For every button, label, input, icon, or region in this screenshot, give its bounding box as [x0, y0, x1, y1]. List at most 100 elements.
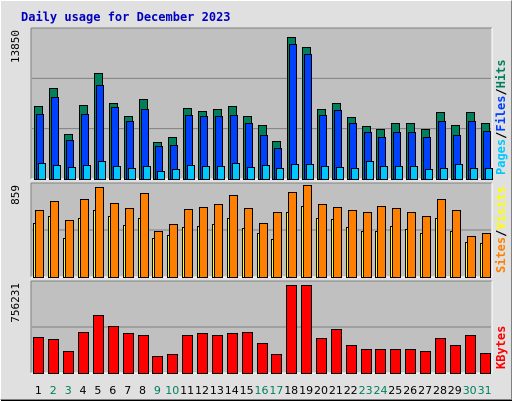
xtick-label: 26	[403, 384, 417, 397]
bar-pages	[395, 166, 403, 180]
bar-sites	[259, 223, 268, 278]
legend-item-visits: Visits	[494, 186, 508, 229]
bar-sites	[348, 210, 357, 278]
bar-files	[304, 54, 312, 180]
bar-sites	[392, 208, 401, 278]
bar-kbytes	[123, 333, 134, 374]
bar-pages	[98, 161, 106, 180]
bar-kbytes	[361, 349, 372, 374]
bar-kbytes	[227, 333, 238, 374]
bar-sites	[467, 236, 476, 278]
bar-sites	[377, 206, 386, 278]
xtick-label: 6	[109, 384, 116, 397]
bar-pages	[470, 168, 478, 180]
bar-pages	[485, 168, 493, 180]
bar-pages	[128, 168, 136, 180]
bar-sites	[407, 212, 416, 278]
xtick-label: 21	[329, 384, 343, 397]
xtick-label: 9	[154, 384, 161, 397]
bar-pages	[157, 171, 165, 180]
bar-sites	[333, 207, 342, 278]
bar-kbytes	[152, 356, 163, 374]
bar-sites	[422, 216, 431, 278]
bar-pages	[291, 164, 299, 180]
bar-pages	[38, 163, 46, 180]
bar-sites	[244, 208, 253, 278]
bar-sites	[50, 201, 59, 278]
bar-files	[289, 44, 297, 180]
bar-kbytes	[197, 333, 208, 374]
xtick-label: 24	[374, 384, 388, 397]
xtick-label: 12	[195, 384, 209, 397]
bar-sites	[154, 231, 163, 278]
xtick-label: 14	[225, 384, 239, 397]
xtick-label: 13	[210, 384, 224, 397]
xtick-label: 4	[80, 384, 87, 397]
bar-sites	[214, 204, 223, 278]
xtick-label: 15	[240, 384, 254, 397]
xtick-label: 28	[433, 384, 447, 397]
xtick-label: 23	[359, 384, 373, 397]
chart-title: Daily usage for December 2023	[21, 10, 231, 24]
legend-item-pages: Pages	[494, 139, 508, 175]
xtick-label: 7	[124, 384, 131, 397]
legend-separator: /	[494, 230, 508, 237]
legend: Pages/Files/Hits	[494, 59, 508, 175]
bar-pages	[187, 165, 195, 180]
bar-pages	[455, 164, 463, 180]
bar-pages	[306, 164, 314, 180]
bar-sites	[80, 199, 89, 278]
xtick-label: 1	[35, 384, 42, 397]
ytick-label: 859	[9, 185, 22, 205]
bar-pages	[336, 167, 344, 180]
xtick-label: 29	[448, 384, 462, 397]
bar-sites	[199, 207, 208, 278]
bar-kbytes	[435, 338, 446, 374]
bar-sites	[35, 210, 44, 278]
bar-sites	[482, 233, 491, 278]
bar-kbytes	[450, 345, 461, 374]
legend-separator: /	[494, 88, 508, 95]
bar-kbytes	[331, 329, 342, 374]
bar-pages	[440, 168, 448, 180]
xtick-label: 11	[180, 384, 194, 397]
bar-pages	[351, 168, 359, 180]
legend-item-kbytes: KBytes	[494, 326, 508, 369]
legend-item-sites: Sites	[494, 237, 508, 273]
xtick-label: 25	[388, 384, 402, 397]
bar-kbytes	[271, 354, 282, 374]
bar-pages	[172, 169, 180, 180]
xtick-label: 30	[463, 384, 477, 397]
bar-pages	[83, 165, 91, 180]
bar-sites	[110, 203, 119, 278]
xtick-label: 5	[94, 384, 101, 397]
bar-kbytes	[48, 339, 59, 374]
bar-pages	[68, 167, 76, 180]
bar-pages	[113, 166, 121, 180]
bar-sites	[184, 209, 193, 278]
bar-sites	[140, 193, 149, 278]
ytick-label: 756231	[9, 283, 22, 323]
bar-kbytes	[465, 335, 476, 374]
bar-pages	[262, 165, 270, 180]
bar-sites	[437, 199, 446, 278]
bar-pages	[425, 169, 433, 180]
legend: Sites/Visits	[494, 186, 508, 273]
bar-kbytes	[108, 326, 119, 374]
bar-kbytes	[78, 332, 89, 374]
bar-kbytes	[405, 349, 416, 374]
bar-sites	[95, 187, 104, 278]
bar-kbytes	[138, 335, 149, 374]
bar-sites	[363, 212, 372, 278]
bar-sites	[273, 212, 282, 278]
bar-pages	[143, 166, 151, 180]
bar-pages	[380, 166, 388, 180]
bar-sites	[169, 224, 178, 278]
bar-kbytes	[390, 349, 401, 374]
bar-pages	[53, 165, 61, 180]
bar-kbytes	[257, 343, 268, 374]
xtick-label: 18	[284, 384, 298, 397]
xtick-label: 27	[418, 384, 432, 397]
